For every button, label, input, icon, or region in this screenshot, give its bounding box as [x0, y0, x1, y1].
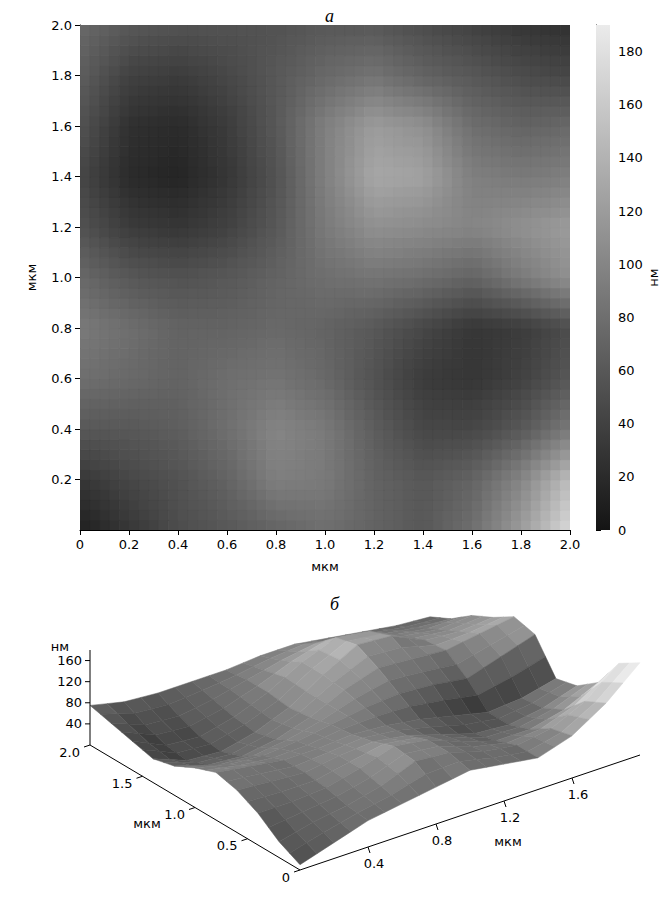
svg-text:нм: нм	[51, 639, 69, 654]
svg-text:2.0: 2.0	[560, 537, 581, 552]
svg-text:а: а	[325, 6, 334, 26]
svg-text:20: 20	[618, 469, 635, 484]
svg-text:1.6: 1.6	[462, 537, 483, 552]
svg-text:120: 120	[57, 674, 82, 689]
svg-text:1.2: 1.2	[364, 537, 385, 552]
svg-text:120: 120	[618, 204, 643, 219]
svg-text:1.6: 1.6	[568, 787, 589, 802]
svg-text:100: 100	[618, 257, 643, 272]
svg-text:40: 40	[65, 716, 82, 731]
svg-text:0.4: 0.4	[168, 537, 189, 552]
svg-text:0.2: 0.2	[51, 472, 72, 487]
svg-text:140: 140	[618, 150, 643, 165]
svg-text:0: 0	[618, 523, 626, 538]
svg-text:0: 0	[76, 537, 84, 552]
svg-text:0.6: 0.6	[51, 371, 72, 386]
svg-text:0.4: 0.4	[364, 856, 385, 871]
svg-text:1.4: 1.4	[413, 537, 434, 552]
svg-text:60: 60	[618, 363, 635, 378]
svg-text:40: 40	[618, 416, 635, 431]
svg-text:0.2: 0.2	[119, 537, 140, 552]
svg-text:0.8: 0.8	[432, 833, 453, 848]
svg-text:80: 80	[65, 695, 82, 710]
svg-text:180: 180	[618, 44, 643, 59]
svg-text:нм: нм	[646, 268, 661, 286]
svg-text:1.2: 1.2	[500, 810, 521, 825]
svg-text:1.8: 1.8	[511, 537, 532, 552]
svg-text:2.0: 2.0	[51, 18, 72, 33]
svg-text:мкм: мкм	[24, 264, 39, 291]
svg-text:0.4: 0.4	[51, 422, 72, 437]
svg-text:мкм: мкм	[494, 834, 521, 849]
svg-text:0.8: 0.8	[51, 321, 72, 336]
svg-text:160: 160	[57, 653, 82, 668]
svg-text:1.0: 1.0	[315, 537, 336, 552]
svg-text:80: 80	[618, 310, 635, 325]
svg-text:б: б	[330, 594, 340, 614]
svg-text:1.8: 1.8	[51, 68, 72, 83]
svg-text:1.5: 1.5	[112, 776, 133, 791]
svg-text:1.0: 1.0	[164, 807, 185, 822]
svg-text:0.6: 0.6	[217, 537, 238, 552]
svg-text:1.0: 1.0	[51, 270, 72, 285]
svg-text:1.2: 1.2	[51, 220, 72, 235]
svg-text:0.5: 0.5	[217, 838, 238, 853]
svg-text:1.6: 1.6	[51, 119, 72, 134]
svg-text:1.4: 1.4	[51, 169, 72, 184]
svg-text:160: 160	[618, 97, 643, 112]
svg-text:мкм: мкм	[133, 816, 160, 831]
svg-text:0.8: 0.8	[266, 537, 287, 552]
svg-text:мкм: мкм	[311, 559, 338, 574]
svg-text:2.0: 2.0	[59, 745, 80, 760]
svg-text:0: 0	[282, 870, 290, 885]
